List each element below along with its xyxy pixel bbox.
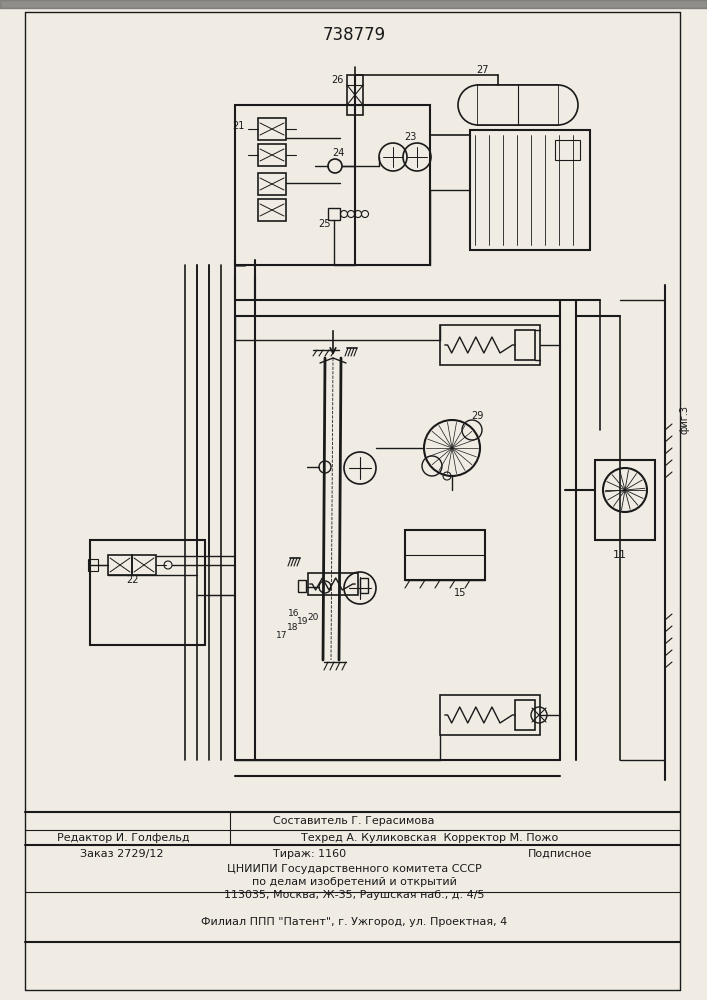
Text: 738779: 738779 bbox=[322, 26, 385, 44]
Bar bbox=[470, 130, 590, 250]
Text: 113035, Москва, Ж-35, Раушская наб., д. 4/5: 113035, Москва, Ж-35, Раушская наб., д. … bbox=[223, 890, 484, 900]
Text: 11: 11 bbox=[613, 550, 627, 560]
Bar bbox=[440, 695, 540, 735]
Bar bbox=[555, 140, 580, 160]
Text: по делам изобретений и открытий: по делам изобретений и открытий bbox=[252, 877, 457, 887]
Text: 18: 18 bbox=[287, 624, 299, 633]
Text: 22: 22 bbox=[127, 575, 139, 585]
Text: 20: 20 bbox=[308, 612, 319, 621]
Bar bbox=[258, 199, 286, 221]
Text: фиг.3: фиг.3 bbox=[680, 406, 690, 434]
Bar bbox=[440, 325, 540, 365]
Text: Заказ 2729/12: Заказ 2729/12 bbox=[80, 849, 163, 859]
Bar bbox=[308, 573, 358, 595]
Bar bbox=[258, 173, 286, 195]
Text: 24: 24 bbox=[332, 148, 344, 158]
Text: 23: 23 bbox=[404, 132, 416, 142]
Bar bbox=[478, 85, 558, 125]
Text: Подписное: Подписное bbox=[528, 849, 592, 859]
Bar bbox=[405, 530, 485, 580]
Text: 29: 29 bbox=[471, 411, 483, 421]
Text: 25: 25 bbox=[319, 219, 332, 229]
Bar bbox=[360, 578, 368, 593]
Text: 17: 17 bbox=[276, 631, 288, 640]
Text: Филиал ППП "Патент", г. Ужгород, ул. Проектная, 4: Филиал ППП "Патент", г. Ужгород, ул. Про… bbox=[201, 917, 507, 927]
Text: 26: 26 bbox=[331, 75, 343, 85]
Bar bbox=[90, 540, 205, 645]
Text: 21: 21 bbox=[232, 121, 244, 131]
Text: 27: 27 bbox=[477, 65, 489, 75]
Text: Составитель Г. Герасимова: Составитель Г. Герасимова bbox=[273, 816, 435, 826]
Text: Тираж: 1160: Тираж: 1160 bbox=[274, 849, 346, 859]
Bar bbox=[88, 559, 98, 571]
Bar bbox=[258, 144, 286, 166]
Bar bbox=[108, 555, 132, 575]
Bar bbox=[478, 85, 558, 125]
Text: Техред А. Куликовская  Корректор М. Пожо: Техред А. Куликовская Корректор М. Пожо bbox=[301, 833, 559, 843]
Bar bbox=[515, 700, 535, 730]
Bar bbox=[298, 580, 306, 592]
Bar bbox=[258, 118, 286, 140]
Text: Редактор И. Голфельд: Редактор И. Голфельд bbox=[57, 833, 189, 843]
Text: 15: 15 bbox=[454, 588, 466, 598]
Text: 19: 19 bbox=[297, 617, 309, 626]
Bar bbox=[347, 75, 363, 115]
Text: 16: 16 bbox=[288, 609, 300, 618]
Bar bbox=[132, 555, 156, 575]
Bar bbox=[235, 105, 430, 265]
Text: ЦНИИПИ Государственного комитета СССР: ЦНИИПИ Государственного комитета СССР bbox=[227, 864, 481, 874]
Bar bbox=[328, 208, 340, 220]
Bar bbox=[515, 330, 535, 360]
Bar bbox=[595, 460, 655, 540]
